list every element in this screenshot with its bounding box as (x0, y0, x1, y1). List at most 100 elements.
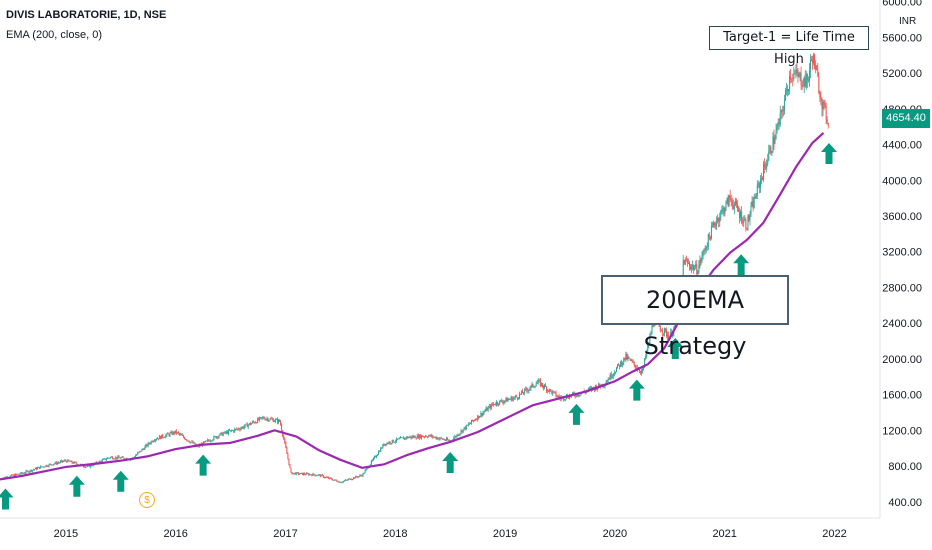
candle-body (260, 417, 262, 419)
candle-body (475, 419, 477, 421)
candle-body (42, 466, 44, 468)
candle-body (763, 164, 765, 180)
candle-body (793, 74, 795, 79)
candle-body (426, 436, 428, 438)
candle-body (694, 267, 696, 271)
candle-body (651, 325, 653, 334)
last-price-tag: 4654.40 (882, 109, 930, 128)
candle-body (607, 379, 609, 382)
candle-body (301, 472, 303, 475)
candle-body (493, 403, 495, 405)
candle-body (686, 260, 688, 264)
candle-body (710, 226, 712, 240)
candle-body (309, 474, 311, 476)
candle-body (614, 372, 616, 374)
legend-ema-label[interactable]: EMA (200, close, 0) (6, 29, 102, 41)
candle-body (270, 418, 272, 420)
dividend-marker[interactable]: $ (139, 492, 155, 508)
candle-body (172, 431, 174, 435)
candle-body (53, 463, 55, 465)
candle-body (87, 465, 89, 467)
candle-body (643, 366, 645, 370)
candle-body (382, 444, 384, 449)
candle-body (47, 466, 49, 468)
candle-body (189, 441, 191, 443)
candle-body (211, 440, 213, 442)
candle-body (397, 438, 399, 440)
candle-body (824, 103, 826, 106)
candle-body (316, 475, 318, 477)
candle-body (812, 59, 814, 64)
candle-body (524, 388, 526, 394)
candle-body (481, 413, 483, 416)
candle-body (485, 408, 487, 411)
candle-body (16, 473, 18, 475)
candle-body (65, 460, 67, 462)
candle-body (112, 456, 114, 459)
candle-body (536, 382, 538, 385)
candle-body (281, 424, 283, 431)
candle-body (608, 379, 610, 380)
candle-body (18, 473, 20, 475)
candle-body (161, 434, 163, 439)
candle-body (386, 442, 388, 445)
candle-body (759, 178, 761, 188)
candle-body (321, 474, 323, 476)
ema-200-line[interactable] (0, 132, 825, 481)
candle-body (90, 465, 92, 468)
candle-body (764, 164, 766, 167)
candle-body (747, 215, 749, 230)
candle-body (454, 436, 456, 439)
buy-arrow-icon (628, 379, 645, 401)
candle-body (313, 473, 315, 475)
candle-body (736, 204, 738, 210)
candle-body (754, 196, 756, 199)
candle-body (362, 473, 364, 477)
candle-body (259, 417, 261, 421)
candle-body (827, 122, 829, 126)
candle-body (787, 89, 789, 92)
candle-body (214, 436, 216, 438)
candle-body (359, 475, 361, 477)
candle-body (800, 73, 802, 86)
candle-body (458, 434, 460, 436)
candle-body (693, 265, 695, 271)
candle-body (355, 476, 357, 479)
candle-body (89, 465, 91, 468)
candle-body (446, 438, 448, 441)
candle-body (206, 440, 208, 442)
candle-body (364, 470, 366, 474)
candle-body (631, 360, 633, 362)
candle-body (71, 460, 73, 463)
candle-body (632, 361, 634, 363)
candle-body (27, 470, 29, 473)
candle-body (411, 436, 413, 438)
candle-body (41, 466, 43, 468)
candle-body (255, 422, 257, 424)
candle-body (188, 440, 190, 442)
candle-body (742, 222, 744, 224)
candle-body (436, 437, 438, 439)
candle-body (816, 65, 818, 71)
candle-body (237, 428, 239, 430)
candle-body (635, 367, 637, 369)
candle-body (567, 397, 569, 399)
candle-body (332, 479, 334, 481)
candle-body (630, 360, 632, 361)
price-tick-label: 3200.00 (882, 247, 922, 259)
candle-body (178, 433, 180, 435)
candle-body (107, 457, 109, 459)
candle-body (639, 371, 641, 373)
candle-body (137, 452, 139, 455)
candle-body (441, 438, 443, 440)
candle-body (598, 383, 600, 388)
candle-body (683, 259, 685, 265)
candle-body (412, 436, 414, 438)
candle-body (815, 65, 817, 70)
candle-body (333, 480, 335, 481)
candle-body (622, 362, 624, 366)
candle-body (365, 468, 367, 471)
candle-body (69, 461, 71, 462)
candle-body (283, 435, 285, 440)
